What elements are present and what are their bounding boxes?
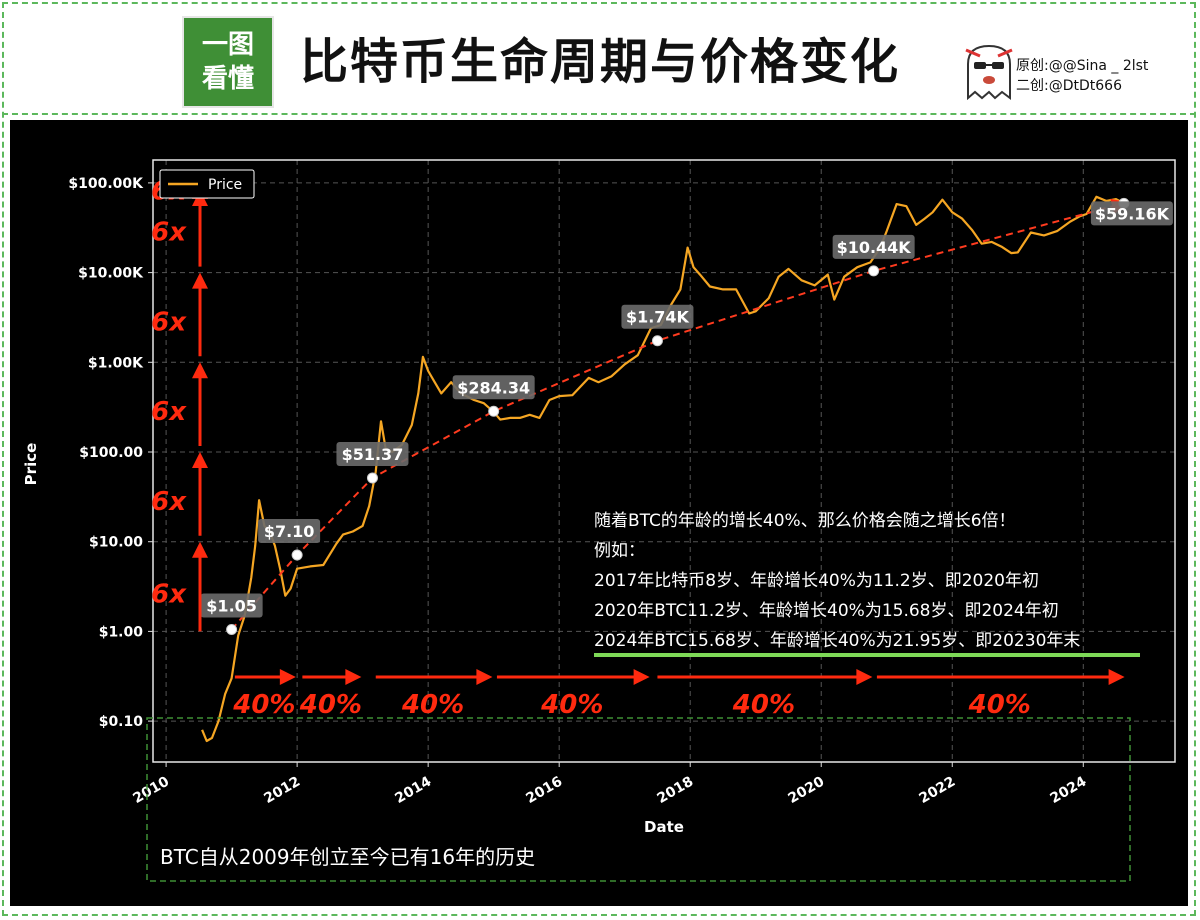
- price-label: $284.34: [457, 378, 530, 397]
- price-label: $7.10: [264, 522, 315, 541]
- milestone-point: [488, 405, 500, 417]
- credit-original: 原创:@@Sina _ 2lst: [1016, 58, 1149, 74]
- price-label-box: [258, 519, 321, 544]
- milestone-point: [291, 549, 303, 561]
- price-label-box: [200, 593, 263, 618]
- y-tick-label: $0.10: [99, 714, 144, 730]
- multiplier-arrow-head: [192, 541, 208, 558]
- plot-frame: [152, 159, 1176, 763]
- note-line-4: 2020年BTC11.2岁、年龄增长40%为15.68岁、即2024年初: [594, 601, 1059, 621]
- credits: 原创:@@Sina _ 2lst 二创:@DtDt666: [1016, 56, 1148, 96]
- age-growth-label: 40%: [299, 690, 362, 720]
- age-growth-label: 40%: [732, 690, 795, 720]
- x-tick-label: 2024: [1048, 773, 1090, 806]
- logo-line-1: 一图: [201, 30, 254, 60]
- multiplier-arrow-head: [192, 272, 208, 289]
- y-tick-label: $10.00: [89, 535, 143, 551]
- multiplier-label: 6x: [151, 218, 187, 248]
- price-label-box: [621, 304, 694, 329]
- milestone-point: [651, 335, 663, 347]
- notes-block: 随着BTC的年龄的增长40%、那么价格会随之增长6倍！ 例如： 2017年比特币…: [594, 511, 1140, 657]
- price-label-box: [336, 441, 409, 466]
- x-tick-label: 2022: [917, 774, 959, 807]
- x-tick-label: 2012: [261, 774, 303, 807]
- note-line-1: 随着BTC的年龄的增长40%、那么价格会随之增长6倍！: [594, 511, 1016, 531]
- price-label: $1.05: [206, 597, 257, 616]
- footer-box: [146, 717, 1131, 882]
- age-arrow-head: [279, 669, 296, 685]
- chart-container: $0.10 $1.00 $10.00 $100.00 $1.00K $10.00K $100…: [10, 120, 1188, 906]
- price-label-box: [1090, 201, 1173, 226]
- ghost-avatar-icon: [965, 44, 1013, 100]
- price-label: $51.37: [342, 445, 404, 464]
- multiplier-arrow-head: [192, 452, 208, 469]
- price-label: $10.44K: [837, 238, 912, 257]
- multiplier-label: 6x: [151, 307, 187, 337]
- note-line-2: 例如：: [594, 541, 645, 561]
- age-arrow-head: [1108, 669, 1125, 685]
- milestone-point: [366, 472, 378, 484]
- multiplier-arrow-head: [192, 362, 208, 379]
- age-growth-label: 40%: [401, 690, 464, 720]
- multiplier-label: 6x: [151, 580, 187, 610]
- y-axis-label: Price: [22, 443, 40, 486]
- x-tick-label: 2016: [523, 774, 565, 807]
- age-growth-label: 40%: [540, 690, 603, 720]
- milestone-point: [226, 624, 238, 636]
- age-arrow-head: [345, 669, 362, 685]
- multiplier-label: 6x: [151, 487, 187, 517]
- x-axis-label: Date: [644, 818, 684, 836]
- x-tick-label: 2014: [392, 773, 434, 806]
- y-tick-label: $1.00: [99, 624, 144, 640]
- milestone-point: [868, 265, 880, 277]
- multiplier-label: 6x: [151, 397, 187, 427]
- price-label-box: [832, 234, 915, 259]
- price-label: $59.16K: [1095, 204, 1170, 223]
- price-label-box: [452, 375, 535, 400]
- logo: 一图 看懂: [182, 16, 274, 108]
- price-line: [201, 195, 1125, 743]
- age-growth-label: 40%: [968, 690, 1031, 720]
- x-tick-label: 2018: [654, 774, 696, 807]
- legend-label: Price: [208, 177, 242, 193]
- y-tick-label: $100.00: [79, 445, 143, 461]
- price-label: $1.74K: [626, 308, 690, 327]
- age-growth-label: 40%: [232, 690, 295, 720]
- age-arrow-head: [476, 669, 493, 685]
- note-line-3: 2017年比特币8岁、年龄增长40%为11.2岁、即2020年初: [594, 571, 1039, 591]
- note-line-5: 2024年BTC15.68岁、年龄增长40%为21.95岁、即20230年末: [594, 631, 1080, 651]
- age-arrow-head: [856, 669, 873, 685]
- age-arrow-head: [633, 669, 650, 685]
- x-tick-label: 2020: [785, 773, 827, 806]
- trend-line: [230, 198, 1128, 631]
- header-divider: [2, 113, 1196, 115]
- page-title: 比特币生命周期与价格变化: [300, 34, 901, 90]
- legend: Price: [159, 169, 255, 199]
- y-tick-label: $10.00K: [78, 266, 144, 282]
- logo-line-2: 看懂: [201, 64, 254, 94]
- btc-price-chart: $0.10 $1.00 $10.00 $100.00 $1.00K $10.00K $100…: [22, 159, 1176, 882]
- x-tick-label: 2010: [130, 773, 172, 806]
- y-tick-label: $1.00K: [88, 355, 144, 371]
- credit-second: 二创:@DtDt666: [1016, 78, 1122, 94]
- footer-text: BTC自从2009年创立至今已有16年的历史: [160, 845, 535, 869]
- y-tick-label: $100.00K: [68, 176, 144, 192]
